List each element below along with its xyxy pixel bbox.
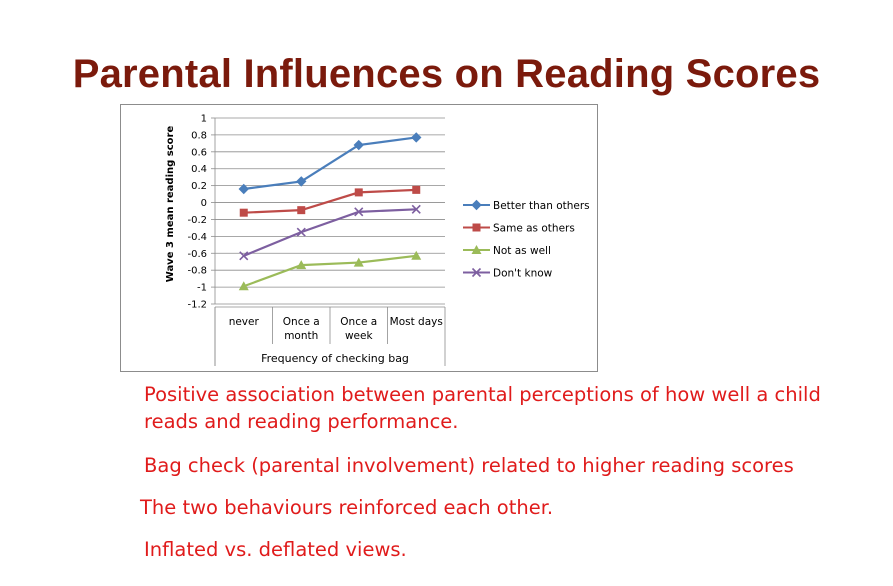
series-line: [243, 188, 417, 214]
y-tick-label: 1: [201, 114, 207, 125]
y-tick-label: 0.6: [191, 147, 207, 158]
x-tick-label: Once a: [283, 316, 320, 328]
y-tick-label: -1: [197, 283, 207, 294]
series-line: [243, 254, 417, 288]
data-point-square: [354, 188, 363, 197]
y-tick-label: -1.2: [187, 300, 207, 311]
series-line: [243, 136, 417, 191]
data-point-x: [471, 267, 482, 278]
y-tick-label: -0.2: [187, 215, 207, 226]
slide-title: Parental Influences on Reading Scores: [72, 52, 821, 96]
x-tick-label: month: [284, 330, 318, 342]
y-tick-label: 0.2: [191, 181, 207, 192]
data-point-x: [411, 204, 421, 214]
data-point-diamond: [296, 176, 307, 187]
y-tick-label: 0.4: [191, 164, 207, 175]
data-point-x: [239, 251, 249, 261]
y-tick-label: -0.4: [187, 232, 207, 243]
legend-label: Better than others: [493, 200, 590, 212]
legend-label: Don't know: [493, 267, 553, 279]
chart-container: 1 0.8 0.6 0.4 0.2 0 -0.2 -0.4 -0.6 -0.8 -1 -1.2 nev…: [120, 104, 598, 372]
legend-label: Same as others: [493, 222, 575, 234]
data-point-triangle: [238, 281, 249, 291]
bullet-perception-association: Positive association between parental pe…: [144, 383, 821, 433]
data-point-square: [472, 223, 481, 232]
bullet-bag-check: Bag check (parental involvement) related…: [144, 454, 794, 477]
data-point-triangle: [471, 245, 482, 254]
x-tick-label: Once a: [340, 316, 377, 328]
bullet-reinforcement: The two behaviours reinforced each other…: [140, 496, 554, 519]
series-line: [243, 208, 417, 257]
data-point-triangle: [353, 257, 364, 267]
legend-label: Not as well: [493, 245, 551, 257]
y-axis-label: Wave 3 mean reading score: [165, 126, 176, 283]
data-point-x: [296, 227, 306, 237]
y-tick-label: 0.8: [191, 130, 207, 141]
series-group: [238, 132, 422, 291]
x-tick-label: Most days: [390, 316, 443, 328]
data-point-triangle: [411, 250, 422, 260]
line-chart: 1 0.8 0.6 0.4 0.2 0 -0.2 -0.4 -0.6 -0.8 -1 -1.2 nev…: [120, 104, 598, 372]
x-axis: never Once a month Once a week Most days: [214, 306, 446, 366]
data-point-diamond: [411, 132, 422, 143]
x-axis-label: Frequency of checking bag: [261, 352, 409, 365]
y-tick-label: 0: [201, 198, 207, 209]
x-tick-label: week: [345, 330, 374, 342]
data-point-diamond: [238, 183, 249, 195]
data-point-triangle: [296, 260, 307, 270]
y-axis-ticks: 1 0.8 0.6 0.4 0.2 0 -0.2 -0.4 -0.6 -0.8 -1 -1.2: [187, 114, 216, 311]
data-point-diamond: [471, 199, 482, 211]
legend: Better than others Same as others Not as w…: [463, 199, 590, 279]
data-point-square: [297, 206, 306, 215]
bullet-inflated-views: Inflated vs. deflated views.: [144, 538, 407, 561]
x-tick-label: never: [229, 316, 260, 328]
data-point-x: [354, 207, 364, 217]
y-tick-label: -0.8: [187, 266, 207, 277]
data-point-square: [239, 208, 248, 217]
data-point-square: [412, 185, 421, 194]
data-point-diamond: [353, 139, 364, 151]
y-tick-label: -0.6: [187, 249, 207, 260]
gridlines: [215, 117, 445, 305]
